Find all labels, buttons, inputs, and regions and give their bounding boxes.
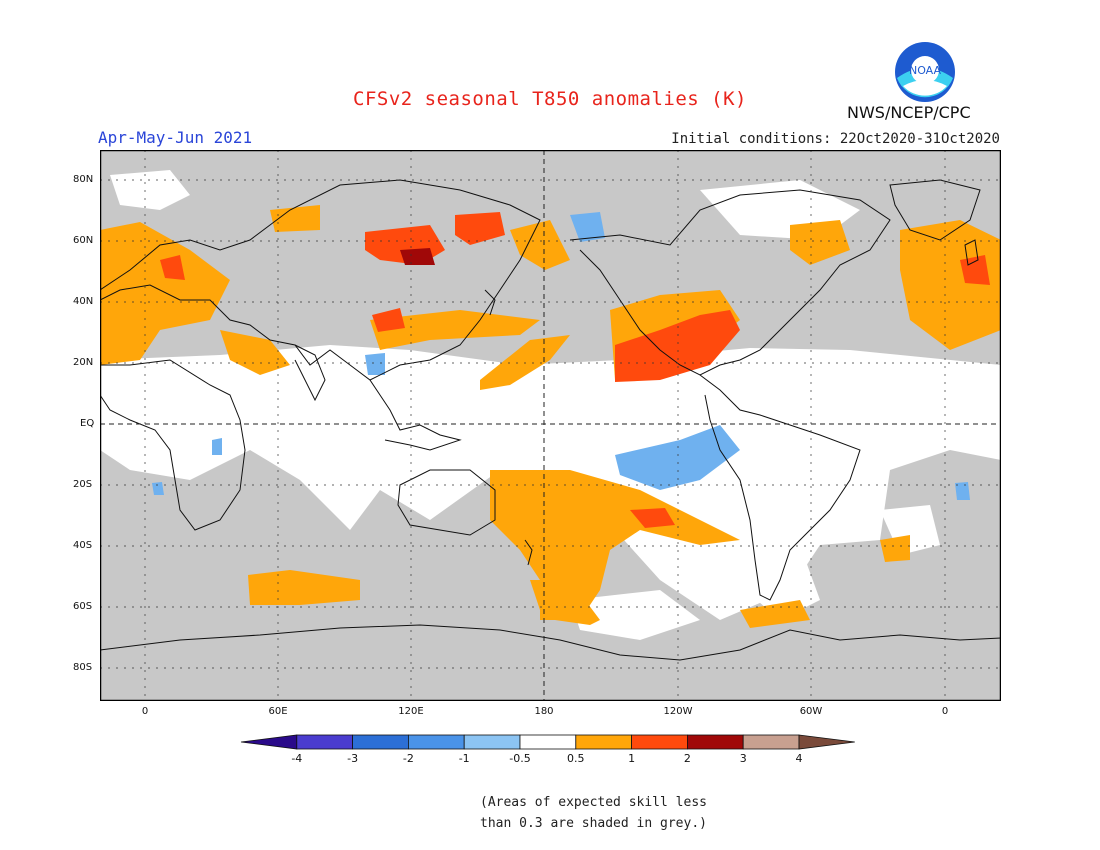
colorbar-tick-label: -1 [459, 752, 470, 765]
skill-note-line-1: (Areas of expected skill less [480, 795, 707, 810]
white-patch-south [570, 590, 700, 640]
anomaly-kamchatka-red [455, 212, 505, 245]
anomaly-canada [790, 220, 850, 265]
colorbar: -4 -3 -2 -1 -0.5 0.5 1 2 3 4 [240, 734, 855, 765]
lat-label: 40N [73, 296, 94, 307]
colorbar-cell [463, 734, 521, 750]
anomaly-africa-blue [212, 438, 222, 455]
anomaly-middleeast [220, 330, 290, 375]
colorbar-tick-label: 1 [628, 752, 635, 765]
colorbar-cell [742, 734, 800, 750]
lat-label: 40S [73, 540, 93, 551]
lat-label: 20N [73, 357, 94, 368]
anomaly-southatlantic [880, 535, 910, 562]
lat-label: 80S [73, 662, 93, 673]
anomaly-china-red [372, 308, 405, 332]
anomaly-indianocean-blue [955, 482, 970, 500]
anomaly-europe-east [900, 220, 1001, 350]
agency-label: NWS/NCEP/CPC [847, 103, 971, 122]
lat-label: 60N [73, 235, 94, 246]
anomaly-east-pacific-blue [615, 425, 740, 490]
anomaly-south-pacific-tail [530, 580, 600, 625]
lon-label: 120W [663, 706, 693, 717]
colorbar-cell [687, 734, 744, 750]
skill-note-line-2: than 0.3 are shaded in grey.) [480, 816, 707, 831]
lon-label: 0 [941, 706, 949, 717]
anomaly-southpacific-red [630, 508, 675, 528]
colorbar-tick-label: 3 [740, 752, 747, 765]
anomaly-bering-blue [570, 212, 605, 242]
lon-label: 60W [799, 706, 823, 717]
page-title: CFSv2 seasonal T850 anomalies (K) [353, 88, 747, 110]
anomaly-south-atlantic-blue [152, 482, 164, 495]
anomaly-eastasia [370, 310, 540, 350]
colorbar-cell [240, 734, 298, 750]
colorbar-tick-label: 0.5 [567, 752, 585, 765]
anomaly-npacific-arc [480, 335, 570, 390]
noaa-logo: NOAA [893, 40, 957, 108]
anomaly-alaska [510, 220, 570, 270]
anomaly-map [100, 150, 1001, 701]
colorbar-cell [575, 734, 632, 750]
colorbar-tick-label: -0.5 [509, 752, 530, 765]
season-label: Apr-May-Jun 2021 [98, 128, 253, 147]
anomaly-se-asia-blue [365, 353, 385, 375]
colorbar-cell [798, 734, 855, 750]
colorbar-tick-label: -2 [403, 752, 414, 765]
anomaly-europe [100, 222, 230, 365]
lon-label: 120E [398, 706, 424, 717]
lon-label: 60E [268, 706, 288, 717]
lon-label: 0 [141, 706, 149, 717]
colorbar-cell [519, 734, 577, 750]
colorbar-tick-label: -4 [291, 752, 302, 765]
anomaly-scandinavia-red [160, 255, 185, 280]
anomaly-southern-ocean [248, 570, 360, 605]
anomaly-siberia [270, 205, 320, 232]
svg-text:NOAA: NOAA [909, 64, 942, 77]
colorbar-cell [352, 734, 409, 750]
lat-label: 80N [73, 174, 94, 185]
coastlines [100, 179, 1001, 661]
colorbar-tick-label: -3 [347, 752, 358, 765]
colorbar-cell [631, 734, 688, 750]
colorbar-tick-label: 2 [684, 752, 691, 765]
lon-label: 180 [534, 706, 554, 717]
colorbar-cell [407, 734, 465, 750]
map-frame [100, 150, 1001, 701]
colorbar-cell [296, 734, 353, 750]
anomaly-scandinavia-east-red [960, 255, 990, 285]
anomaly-siberia-darkred [400, 248, 435, 265]
anomaly-south-america-tip [740, 600, 810, 628]
white-patch-arctic [110, 170, 190, 210]
anomaly-northamerica-red [615, 310, 740, 382]
lat-label: 20S [73, 479, 93, 490]
skill-note: (Areas of expected skill less than 0.3 a… [480, 792, 707, 834]
initial-conditions-label: Initial conditions: 22Oct2020-31Oct2020 [671, 131, 1000, 147]
colorbar-tick-label: 4 [796, 752, 803, 765]
lat-label: 60S [73, 601, 93, 612]
lat-label: EQ [80, 418, 95, 429]
equator-dateline [100, 150, 1001, 701]
